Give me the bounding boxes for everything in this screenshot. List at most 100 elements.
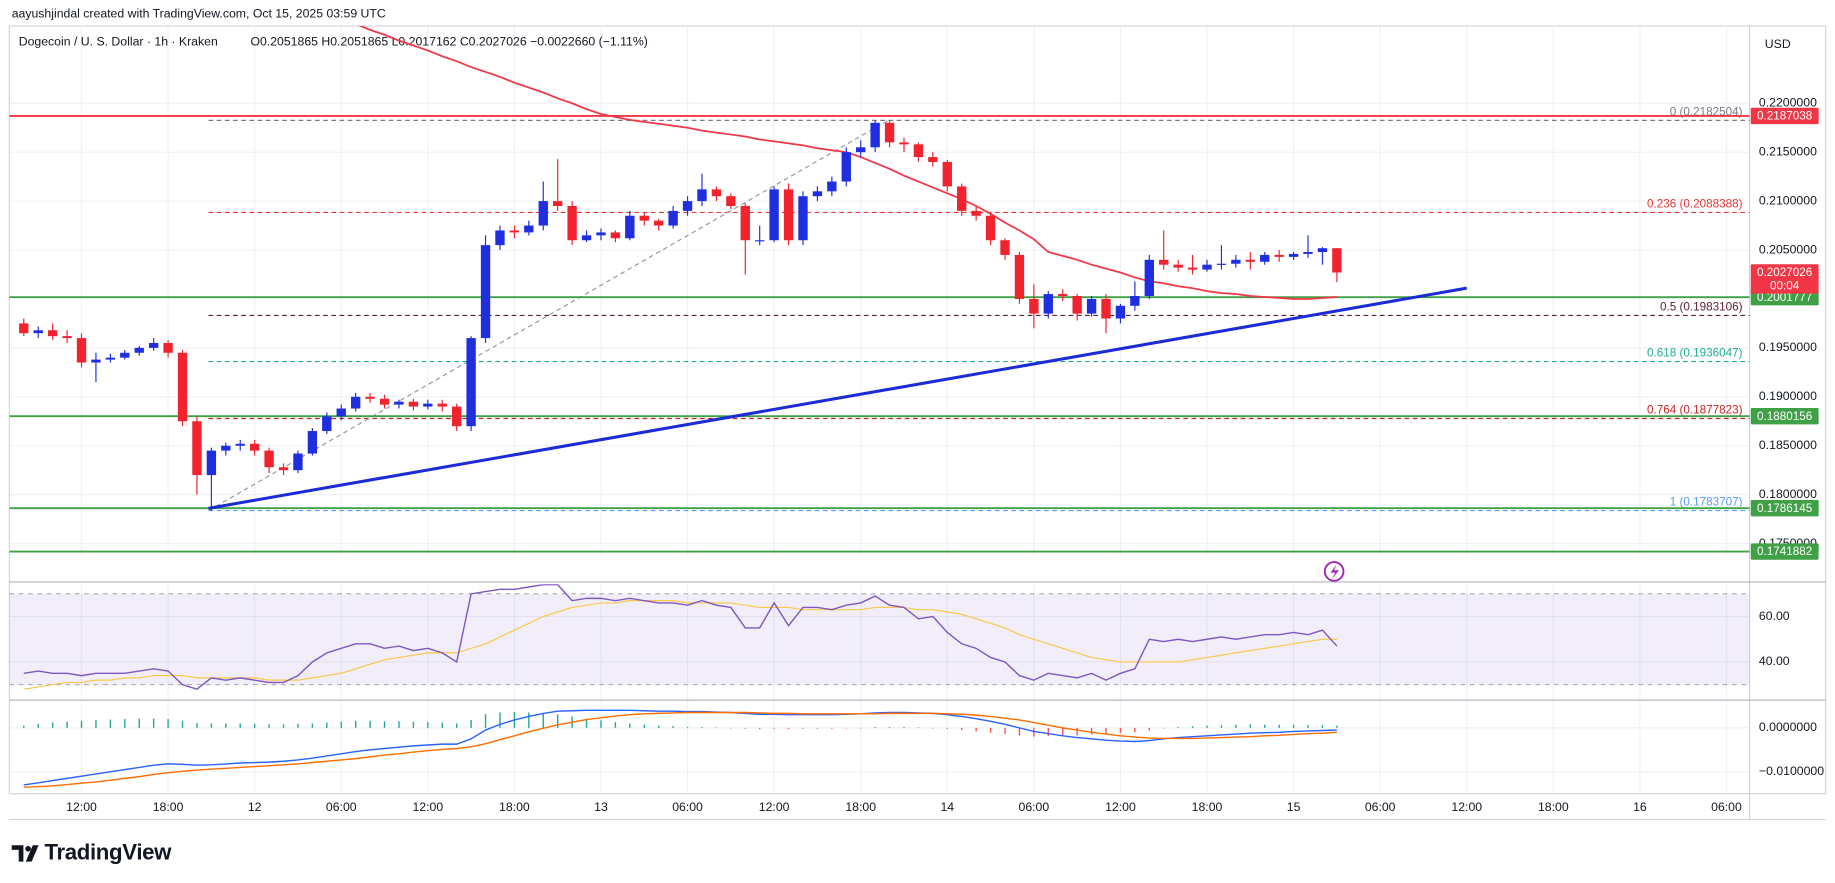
histogram-bar (1076, 727, 1078, 736)
candle-body (509, 230, 520, 233)
histogram-bar (268, 724, 270, 728)
histogram-bar (181, 720, 184, 728)
histogram-bar (1235, 724, 1237, 728)
x-tick-label: 18:00 (845, 800, 876, 814)
y-tick-label: 40.00 (1759, 654, 1790, 668)
candle-body (148, 342, 159, 348)
x-tick-label: 06:00 (1365, 800, 1396, 814)
candle-body (1000, 240, 1010, 255)
level-tag (1750, 543, 1819, 560)
histogram-bar (239, 723, 241, 728)
rsi-pane (9, 584, 1750, 691)
histogram-bar (1249, 724, 1252, 728)
candle-body (1317, 248, 1328, 252)
y-tick-label: 0.1900000 (1759, 389, 1817, 403)
x-tick-label: 12:00 (759, 800, 790, 814)
x-tick-label: 12:00 (1451, 800, 1482, 814)
histogram-bar (556, 714, 559, 728)
x-tick-label: 12:00 (66, 800, 97, 814)
histogram-bar (167, 719, 169, 728)
histogram-bar (961, 727, 963, 731)
alert-icon[interactable] (1323, 561, 1345, 582)
x-tick-label: 06:00 (1711, 800, 1742, 814)
candle-body (610, 232, 621, 239)
level-tag-label: 0.2187038 (1757, 110, 1812, 123)
candle-body (769, 189, 779, 241)
histogram-bar (124, 719, 126, 728)
alert-circle[interactable] (1323, 561, 1345, 582)
indicator-line (23, 584, 1338, 691)
histogram-bar (484, 714, 487, 728)
candle-body (567, 205, 577, 241)
candle-body (668, 210, 678, 226)
candle-body (91, 359, 101, 363)
level-tag-label: 0.1741882 (1757, 545, 1812, 558)
histogram-bar (152, 718, 155, 728)
candle-body (625, 215, 635, 239)
candle-body (827, 181, 837, 192)
histogram-bar (528, 712, 530, 728)
candle-body (278, 467, 289, 471)
histogram-bar (1264, 724, 1266, 728)
y-tick-label: 60.00 (1759, 609, 1790, 623)
candle-body (408, 401, 419, 407)
candle-body (105, 357, 116, 360)
trendline (208, 286, 1468, 510)
histogram-bar (109, 719, 112, 728)
countdown: 00:04 (1770, 280, 1800, 293)
candle-body (350, 396, 361, 409)
candle-body (120, 352, 130, 358)
histogram-bar (1163, 727, 1165, 729)
histogram-bar (1321, 725, 1324, 728)
histogram-bar (383, 721, 386, 728)
histogram-bar (1033, 727, 1035, 737)
candle-body (1072, 296, 1082, 314)
symbol: Dogecoin / U. S. Dollar · 1h · Kraken (19, 35, 218, 49)
candle-body (884, 122, 895, 143)
histogram-bar (1278, 724, 1280, 728)
candle-body (307, 431, 318, 454)
x-tick-label: 12 (248, 800, 262, 814)
fib-label: 0.764 (0.1877823) (1647, 403, 1743, 416)
histogram-bar (311, 723, 314, 728)
alert-bolt[interactable] (1330, 564, 1339, 580)
histogram-bar (455, 723, 458, 728)
level-tag (1750, 107, 1819, 125)
candle-body (33, 330, 43, 334)
last-price-label: 0.2027026 (1757, 266, 1812, 279)
histogram-bar (66, 721, 68, 728)
histogram-bar (946, 727, 948, 729)
candle-body (1159, 259, 1169, 265)
candle-body (538, 201, 548, 226)
histogram-bar (1090, 727, 1093, 735)
histogram-bar (758, 727, 761, 730)
candle-body (177, 352, 188, 422)
background-layer (9, 26, 1750, 794)
histogram-bar (845, 727, 847, 729)
histogram-bar (802, 727, 804, 729)
currency: USD (1765, 37, 1791, 51)
histogram-bar (1292, 724, 1295, 728)
histogram-bar (282, 724, 285, 728)
y-tick-label: 0.0000000 (1759, 720, 1817, 734)
level-tag (1750, 408, 1819, 425)
candle-body (812, 191, 823, 197)
candle-body (682, 201, 693, 211)
candle-body (856, 147, 866, 153)
candle-body (466, 338, 476, 427)
histogram-bar (657, 725, 660, 728)
histogram-bar (1206, 725, 1208, 728)
x-tick-label: 06:00 (1019, 800, 1050, 814)
candle-body (480, 245, 491, 339)
candle-body (1029, 298, 1039, 314)
y-tick-label: 0.2150000 (1759, 144, 1817, 158)
histogram-bar (787, 727, 790, 730)
price-pane: 0 (0.2182504)0.236 (0.2088388)0.5 (0.198… (9, 26, 1750, 553)
histogram-bar (138, 718, 140, 728)
y-tick-label: 0.2200000 (1759, 96, 1817, 110)
candle-body (365, 396, 375, 399)
histogram-bar (860, 727, 862, 729)
histogram-bar (831, 727, 833, 729)
